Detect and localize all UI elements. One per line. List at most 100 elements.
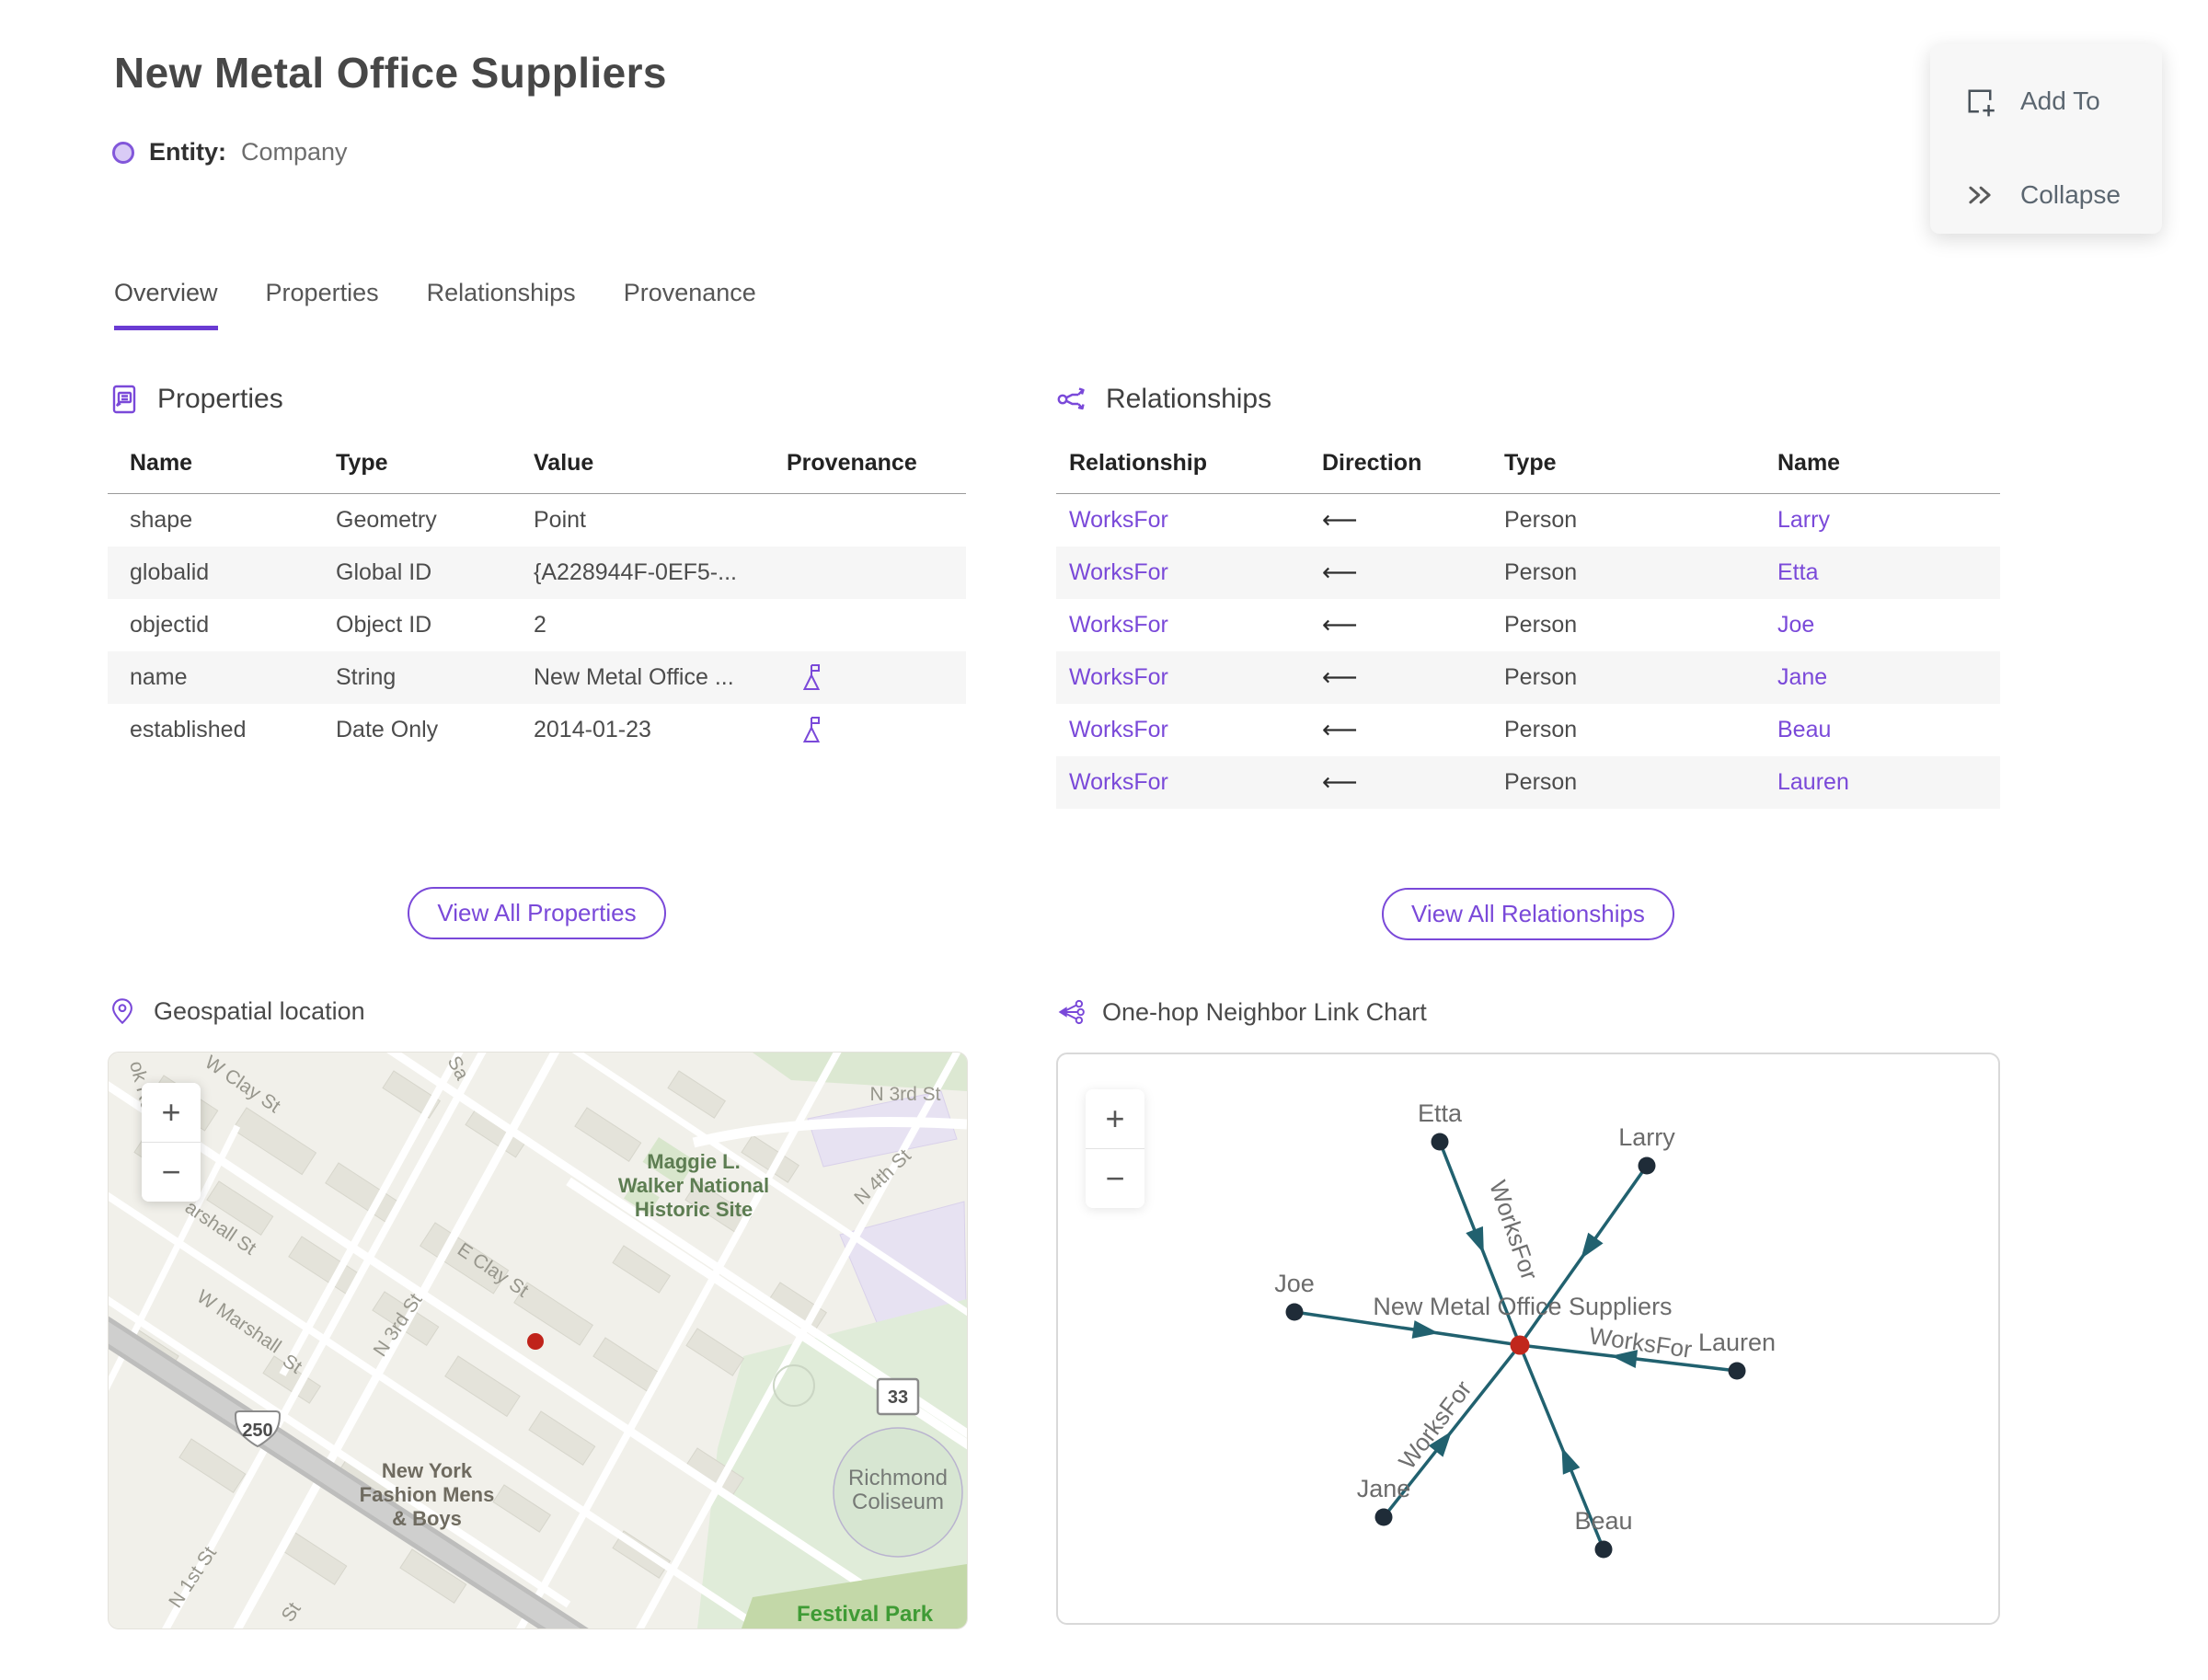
relationships-table: Relationship Direction Type Name WorksFor ⟵ P…	[1056, 440, 2000, 809]
relationship-type: Person	[1504, 612, 1578, 638]
graph-edge-label: WorksFor	[1484, 1177, 1544, 1283]
relationships-icon	[1057, 387, 1085, 410]
properties-section-header: Properties	[108, 381, 966, 418]
geospatial-section-title: Geospatial location	[154, 996, 365, 1025]
graph-node-etta[interactable]	[1431, 1133, 1449, 1151]
entity-link[interactable]: Etta	[1777, 559, 1819, 585]
property-row: globalid Global ID {A228944F-0EF5-...	[108, 547, 966, 599]
graph-node-jane[interactable]	[1374, 1508, 1393, 1526]
entity-link[interactable]: Joe	[1777, 612, 1815, 638]
provenance-icon[interactable]	[798, 662, 825, 694]
page-title: New Metal Office Suppliers	[114, 49, 667, 97]
graph-node-lauren[interactable]	[1728, 1362, 1746, 1380]
graph-edge-label: WorksFor	[1588, 1321, 1695, 1363]
link-chart-canvas[interactable]: WorksFor WorksFor WorksFor Etta Larry Joe Laur…	[1058, 1054, 1998, 1623]
property-provenance	[765, 599, 966, 651]
relationship-link[interactable]: WorksFor	[1069, 507, 1168, 533]
graph-center-node-label: New Metal Office Suppliers	[1373, 1293, 1672, 1320]
property-name: established	[130, 717, 247, 742]
property-type: String	[336, 664, 397, 690]
column-header: Direction	[1309, 440, 1491, 494]
collapse-button[interactable]: Collapse	[1963, 175, 2121, 215]
map-poi-label: Coliseum	[852, 1490, 944, 1514]
property-type: Geometry	[336, 507, 437, 533]
geospatial-section-header: Geospatial location	[108, 993, 966, 1030]
graph-center-node[interactable]	[1510, 1335, 1530, 1355]
tab-provenance[interactable]: Provenance	[623, 279, 756, 306]
property-type: Object ID	[336, 612, 432, 638]
graph-node-label: Jane	[1357, 1475, 1411, 1502]
relationship-row: WorksFor ⟵ Person Lauren	[1056, 756, 2000, 809]
map-poi-label: Walker National	[618, 1174, 769, 1197]
entity-link[interactable]: Jane	[1777, 664, 1828, 690]
column-header: Value	[512, 440, 765, 494]
relationship-row: WorksFor ⟵ Person Joe	[1056, 599, 2000, 651]
add-to-label: Add To	[2020, 86, 2100, 115]
graph-node-larry[interactable]	[1638, 1156, 1656, 1175]
graph-node-joe[interactable]	[1285, 1303, 1304, 1321]
relationship-direction: ⟵	[1322, 716, 1358, 744]
chart-zoom-in-button[interactable]: +	[1086, 1089, 1144, 1148]
property-value: Point	[534, 507, 586, 533]
graph-node-label: Etta	[1418, 1099, 1463, 1127]
properties-table: Name Type Value Provenance shape Geometry Poi…	[108, 440, 966, 756]
link-chart-section-title: One-hop Neighbor Link Chart	[1102, 997, 1427, 1026]
link-chart-icon	[1058, 999, 1085, 1025]
relationship-link[interactable]: WorksFor	[1069, 612, 1168, 638]
floating-actions-panel: Add To Collapse	[1930, 44, 2162, 234]
map-location-marker[interactable]	[527, 1333, 544, 1350]
tab-properties[interactable]: Properties	[265, 279, 379, 306]
graph-edge-label: WorksFor	[1393, 1375, 1478, 1474]
property-provenance	[765, 704, 966, 756]
relationship-type: Person	[1504, 664, 1578, 690]
graph-node-beau[interactable]	[1594, 1540, 1613, 1559]
relationship-link[interactable]: WorksFor	[1069, 664, 1168, 690]
tab-relationships[interactable]: Relationships	[426, 279, 576, 306]
chart-zoom-out-button[interactable]: −	[1086, 1148, 1144, 1208]
relationship-link[interactable]: WorksFor	[1069, 769, 1168, 795]
relationship-direction: ⟵	[1322, 558, 1358, 587]
relationship-link[interactable]: WorksFor	[1069, 717, 1168, 742]
column-header: Relationship	[1056, 440, 1309, 494]
property-row: objectid Object ID 2	[108, 599, 966, 651]
property-row: established Date Only 2014-01-23	[108, 704, 966, 756]
relationship-link[interactable]: WorksFor	[1069, 559, 1168, 585]
graph-node-label: Lauren	[1698, 1329, 1776, 1356]
map-poi-label: Historic Site	[635, 1198, 753, 1221]
property-type: Date Only	[336, 717, 439, 742]
entity-link[interactable]: Lauren	[1777, 769, 1849, 795]
relationship-row: WorksFor ⟵ Person Larry	[1056, 494, 2000, 547]
relationships-section-header: Relationships	[1056, 381, 2000, 418]
add-to-button[interactable]: Add To	[1963, 81, 2100, 121]
property-provenance	[765, 651, 966, 704]
column-header: Type	[314, 440, 512, 494]
relationships-section-title: Relationships	[1106, 384, 1272, 414]
property-value: 2014-01-23	[534, 717, 651, 742]
relationship-row: WorksFor ⟵ Person Jane	[1056, 651, 2000, 704]
graph-edge-arrowhead	[1411, 1320, 1439, 1339]
view-all-properties-button[interactable]: View All Properties	[408, 887, 666, 939]
provenance-icon[interactable]	[798, 715, 825, 746]
property-value: New Metal Office ...	[534, 664, 734, 690]
map-zoom-in-button[interactable]: +	[142, 1083, 201, 1142]
graph-node-label: Beau	[1574, 1507, 1632, 1535]
graph-edge-arrowhead	[1428, 1431, 1452, 1457]
graph-edge-arrowhead	[1466, 1225, 1484, 1254]
entity-type-row: Entity: Company	[112, 138, 348, 167]
property-provenance	[765, 547, 966, 599]
graph-edge-arrowhead	[1581, 1232, 1604, 1260]
map-poi-label: Festival Park	[797, 1602, 934, 1627]
map-poi-label: New York	[382, 1459, 473, 1482]
tab-overview[interactable]: Overview	[114, 279, 218, 330]
map-zoom-out-button[interactable]: −	[142, 1142, 201, 1202]
link-chart-container: + − WorksFor WorksFor WorksFor Etta Larry Joe…	[1056, 1053, 2000, 1625]
view-all-relationships-button[interactable]: View All Relationships	[1382, 888, 1674, 940]
add-to-icon	[1968, 89, 1995, 117]
entity-link[interactable]: Beau	[1777, 717, 1832, 742]
entity-link[interactable]: Larry	[1777, 507, 1830, 533]
map-pin-icon	[112, 998, 132, 1025]
properties-table-header: Name Type Value Provenance	[108, 440, 966, 494]
